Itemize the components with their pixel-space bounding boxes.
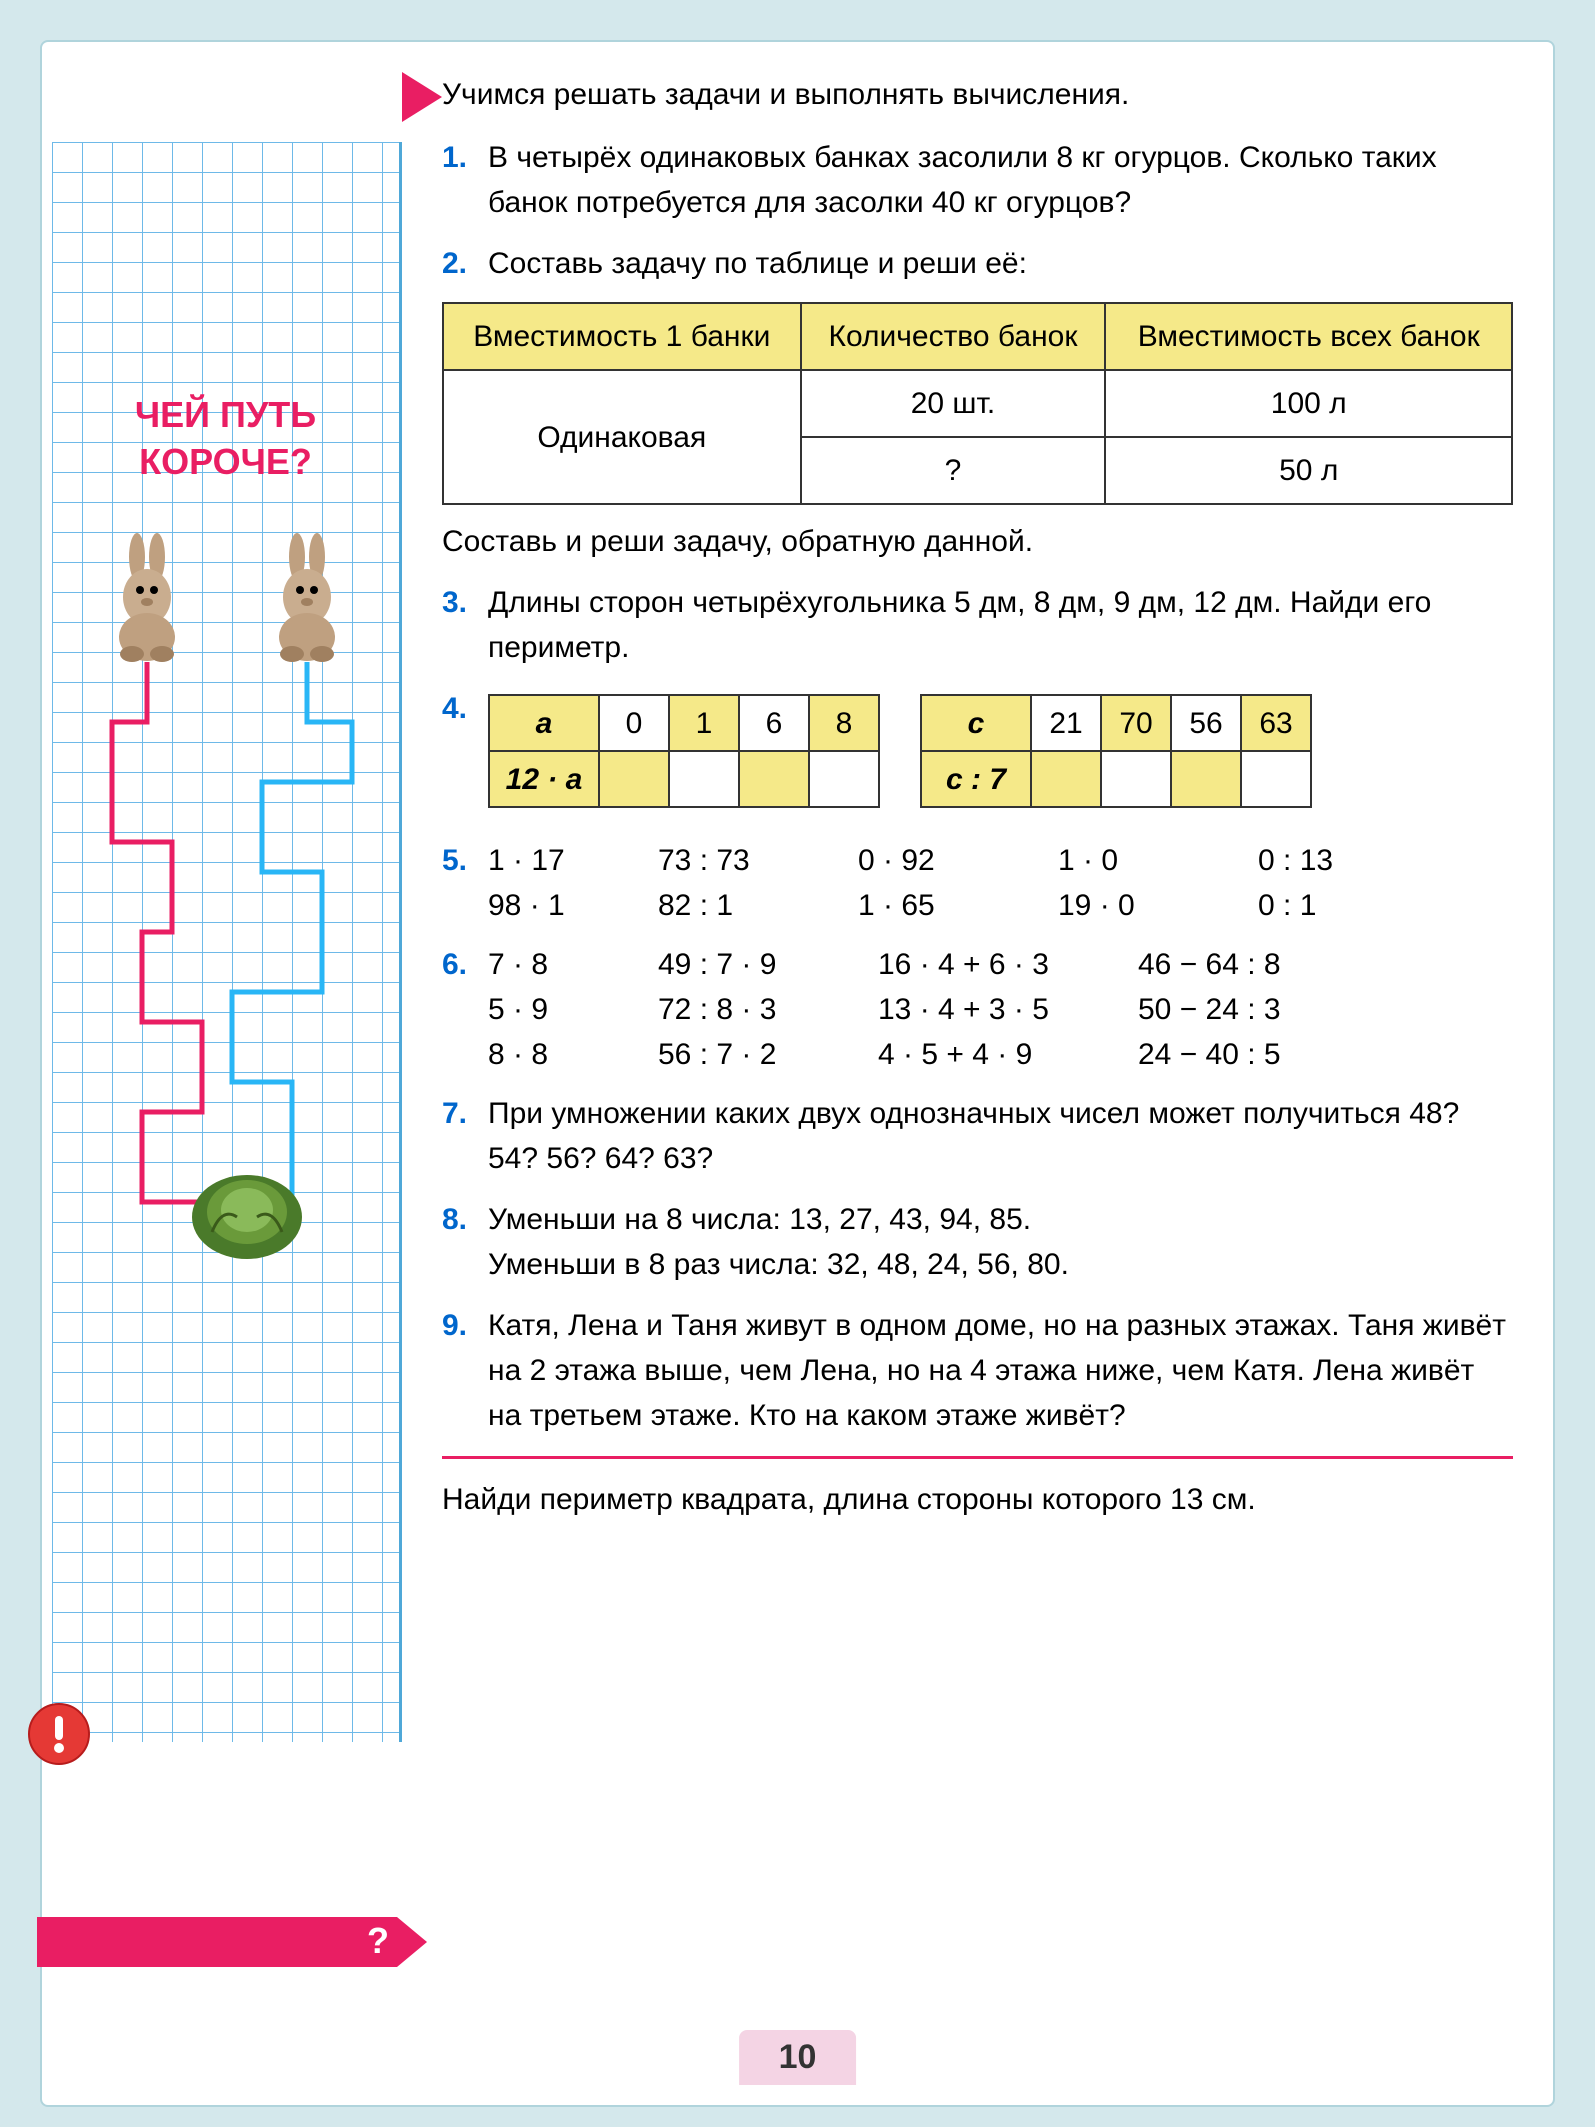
task4-table-a: a 0 1 6 8 12 · a [488, 694, 880, 808]
table-cell: Одинаковая [443, 370, 801, 504]
expr: 24 − 40 : 5 [1138, 1032, 1358, 1077]
table-header: Количество банок [801, 303, 1106, 370]
expr: 19 · 0 [1058, 883, 1258, 928]
svg-text:?: ? [367, 1920, 389, 1961]
table-cell [599, 751, 669, 807]
task-num: 6. [442, 942, 488, 1077]
expr: 72 : 8 · 3 [658, 987, 878, 1032]
intro-text: Учимся решать задачи и выполнять вычисле… [442, 72, 1513, 117]
table-header: Вместимость 1 банки [443, 303, 801, 370]
task-7: 7. При умножении каких двух однозначных … [442, 1091, 1513, 1181]
table-cell: ? [801, 437, 1106, 504]
expr: 1 · 65 [858, 883, 1058, 928]
expr: 50 − 24 : 3 [1138, 987, 1358, 1032]
table-cell: 63 [1241, 695, 1311, 751]
table-header: 12 · a [489, 751, 599, 807]
expr: 98 · 1 [488, 883, 658, 928]
sidebar-grid: ЧЕЙ ПУТЬ КОРОЧЕ? [52, 142, 402, 1742]
expr: 56 : 7 · 2 [658, 1032, 878, 1077]
question-banner: ? [37, 1917, 427, 1967]
table-cell: 8 [809, 695, 879, 751]
task-text: Уменьши в 8 раз числа: 32, 48, 24, 56, 8… [488, 1242, 1513, 1287]
table-cell [669, 751, 739, 807]
task-num: 1. [442, 135, 488, 225]
task-num: 9. [442, 1303, 488, 1438]
table-header: Вместимость всех банок [1105, 303, 1512, 370]
alert-icon [27, 1702, 91, 1766]
expr: 0 · 92 [858, 838, 1058, 883]
task-text: Длины сторон четырёхугольника 5 дм, 8 дм… [488, 580, 1513, 670]
expr: 82 : 1 [658, 883, 858, 928]
task-text: В четырёх одинаковых банках засолили 8 к… [488, 135, 1513, 225]
task-6: 6. 7 · 8 49 : 7 · 9 16 · 4 + 6 · 3 46 − … [442, 942, 1513, 1077]
task-num: 8. [442, 1197, 488, 1287]
table-header: a [489, 695, 599, 751]
task-2: 2. Составь задачу по таблице и реши её: [442, 241, 1513, 286]
table-cell: 56 [1171, 695, 1241, 751]
cabbage-icon [182, 1162, 312, 1262]
table-cell: 50 л [1105, 437, 1512, 504]
table-header: c [921, 695, 1031, 751]
expr: 49 : 7 · 9 [658, 942, 878, 987]
table-cell [1241, 751, 1311, 807]
task-8: 8. Уменьши на 8 числа: 13, 27, 43, 94, 8… [442, 1197, 1513, 1287]
table-cell: 1 [669, 695, 739, 751]
expr: 1 · 17 [488, 838, 658, 883]
expr: 8 · 8 [488, 1032, 658, 1077]
task-num: 2. [442, 241, 488, 286]
table-cell: 100 л [1105, 370, 1512, 437]
expr: 7 · 8 [488, 942, 658, 987]
table-cell [1101, 751, 1171, 807]
divider [442, 1456, 1513, 1459]
bottom-question: Найди периметр квадрата, длина стороны к… [442, 1477, 1513, 1522]
expr: 16 · 4 + 6 · 3 [878, 942, 1138, 987]
expr: 13 · 4 + 3 · 5 [878, 987, 1138, 1032]
table-cell [739, 751, 809, 807]
table-cell: 20 шт. [801, 370, 1106, 437]
task-text: При умножении каких двух однозначных чис… [488, 1091, 1513, 1181]
task-text: Катя, Лена и Таня живут в одном доме, но… [488, 1303, 1513, 1438]
task4-table-c: c 21 70 56 63 c : 7 [920, 694, 1312, 808]
task-4: 4. a 0 1 6 8 12 · a [442, 686, 1513, 822]
task-text: Уменьши на 8 числа: 13, 27, 43, 94, 85. [488, 1197, 1513, 1242]
expr: 73 : 73 [658, 838, 858, 883]
table-cell: 21 [1031, 695, 1101, 751]
table-cell: 70 [1101, 695, 1171, 751]
task-5: 5. 1 · 17 73 : 73 0 · 92 1 · 0 0 : 13 98… [442, 838, 1513, 928]
task-num: 4. [442, 686, 488, 822]
expr: 0 : 1 [1258, 883, 1458, 928]
task-num: 5. [442, 838, 488, 928]
task-num: 7. [442, 1091, 488, 1181]
page-number: 10 [739, 2030, 857, 2085]
expr: 4 · 5 + 4 · 9 [878, 1032, 1138, 1077]
task2-note: Составь и реши задачу, обратную данной. [442, 519, 1513, 564]
task2-table: Вместимость 1 банки Количество банок Вме… [442, 302, 1513, 505]
expr: 0 : 13 [1258, 838, 1458, 883]
table-cell [1031, 751, 1101, 807]
task-num: 3. [442, 580, 488, 670]
task-text: Составь задачу по таблице и реши её: [488, 241, 1513, 286]
table-cell [809, 751, 879, 807]
table-cell [1171, 751, 1241, 807]
task-3: 3. Длины сторон четырёхугольника 5 дм, 8… [442, 580, 1513, 670]
task-1: 1. В четырёх одинаковых банках засолили … [442, 135, 1513, 225]
triangle-marker-icon [402, 72, 442, 127]
expr: 46 − 64 : 8 [1138, 942, 1358, 987]
task-9: 9. Катя, Лена и Таня живут в одном доме,… [442, 1303, 1513, 1438]
expr: 1 · 0 [1058, 838, 1258, 883]
table-cell: 0 [599, 695, 669, 751]
main-content: Учимся решать задачи и выполнять вычисле… [442, 72, 1513, 1522]
table-header: c : 7 [921, 751, 1031, 807]
table-cell: 6 [739, 695, 809, 751]
expr: 5 · 9 [488, 987, 658, 1032]
